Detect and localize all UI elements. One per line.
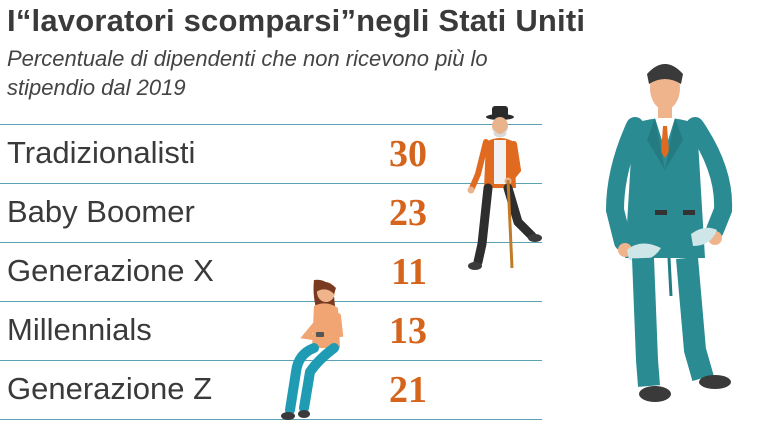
- row-value: 30: [389, 133, 427, 175]
- row-label: Baby Boomer: [7, 194, 195, 229]
- table-row: Tradizionalisti 30: [0, 124, 542, 183]
- row-value: 11: [391, 251, 427, 293]
- table-row: Baby Boomer 23: [0, 183, 542, 242]
- page-subtitle: Percentuale di dipendenti che non ricevo…: [7, 46, 488, 100]
- old-man-with-cane-icon: [467, 106, 542, 270]
- page-title: I“lavoratori scomparsi”negli Stati Uniti: [7, 3, 586, 38]
- generation-table: Tradizionalisti 30 Baby Boomer 23 Genera…: [0, 124, 542, 420]
- man-with-empty-pockets-icon: [605, 64, 733, 402]
- row-value: 23: [389, 192, 427, 234]
- table-row: Millennials 13: [0, 301, 542, 360]
- table-row: Generazione Z 21: [0, 360, 542, 420]
- row-label: Tradizionalisti: [7, 135, 196, 170]
- row-label: Millennials: [7, 312, 152, 347]
- seated-young-woman-with-phone-icon: [281, 279, 344, 420]
- row-label: Generazione X: [7, 253, 214, 288]
- row-value: 13: [389, 310, 427, 352]
- row-value: 21: [389, 369, 427, 411]
- row-label: Generazione Z: [7, 371, 213, 406]
- table-row: Generazione X 11: [0, 242, 542, 301]
